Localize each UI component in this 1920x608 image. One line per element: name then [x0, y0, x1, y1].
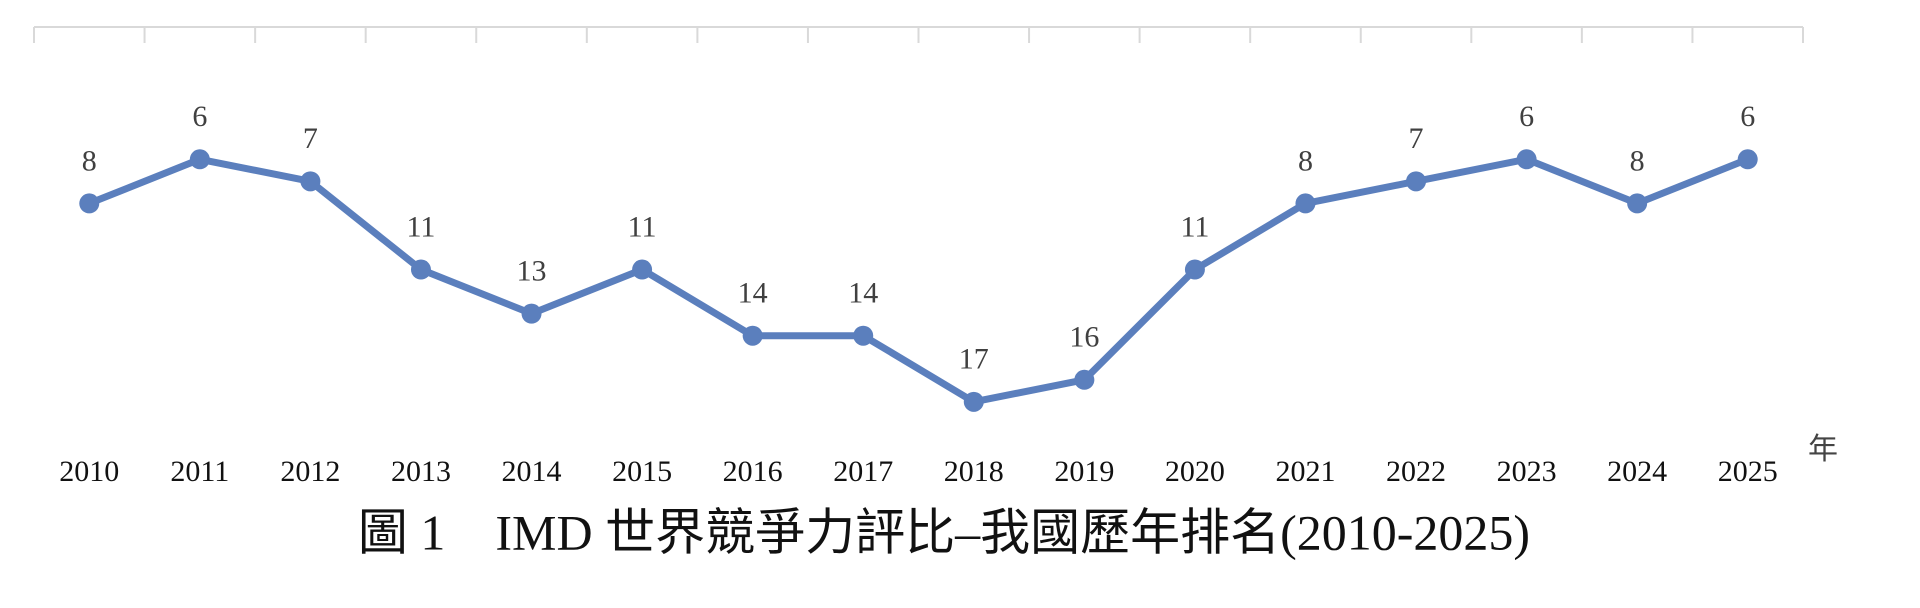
x-unit-label: 年 [1808, 433, 1838, 466]
data-point [1184, 259, 1205, 280]
data-point [1406, 171, 1427, 192]
data-label: 11 [1180, 210, 1209, 243]
x-tick-label: 2022 [1386, 455, 1446, 488]
x-tick-label: 2023 [1497, 455, 1557, 488]
data-label: 14 [848, 277, 878, 310]
data-point [1737, 149, 1758, 170]
x-tick-label: 2015 [612, 455, 672, 488]
x-tick-label: 2011 [170, 455, 229, 488]
data-point [1516, 149, 1537, 170]
data-label: 7 [303, 122, 318, 155]
data-point [79, 193, 100, 214]
data-point [1295, 193, 1316, 214]
line-series [87, 155, 1750, 406]
data-label: 7 [1409, 122, 1424, 155]
data-label: 6 [1740, 100, 1755, 133]
x-tick-label: 2012 [280, 455, 340, 488]
data-point [963, 391, 984, 412]
x-tick-label: 2014 [502, 455, 562, 488]
x-tick-label: 2021 [1275, 455, 1335, 488]
data-label: 11 [628, 210, 657, 243]
chart-title: 圖 1 IMD 世界競爭力評比–我國歷年排名(2010-2025) [358, 504, 1530, 560]
data-point [742, 325, 763, 346]
data-label: 6 [192, 100, 207, 133]
x-tick-label: 2025 [1718, 455, 1778, 488]
data-point [1627, 193, 1648, 214]
x-tick-label: 2010 [59, 455, 119, 488]
data-label: 8 [1630, 144, 1645, 177]
data-point [189, 149, 210, 170]
data-point [632, 259, 653, 280]
data-point [521, 303, 542, 324]
data-label: 13 [517, 255, 547, 288]
x-tick-label: 2017 [833, 455, 893, 488]
data-point [1074, 369, 1095, 390]
x-tick-label: 2018 [944, 455, 1004, 488]
data-label: 17 [959, 343, 989, 376]
x-tick-label: 2016 [723, 455, 783, 488]
data-point [853, 325, 874, 346]
x-tick-label: 2013 [391, 455, 451, 488]
data-point [300, 171, 321, 192]
x-tick-label: 2019 [1054, 455, 1114, 488]
data-label: 14 [738, 277, 768, 310]
x-tick-label: 2024 [1607, 455, 1667, 488]
data-label: 8 [82, 144, 97, 177]
data-label: 11 [407, 210, 436, 243]
data-label: 16 [1069, 321, 1099, 354]
x-tick-label: 2020 [1165, 455, 1225, 488]
data-label: 8 [1298, 144, 1313, 177]
data-label: 6 [1519, 100, 1534, 133]
data-point [410, 259, 431, 280]
